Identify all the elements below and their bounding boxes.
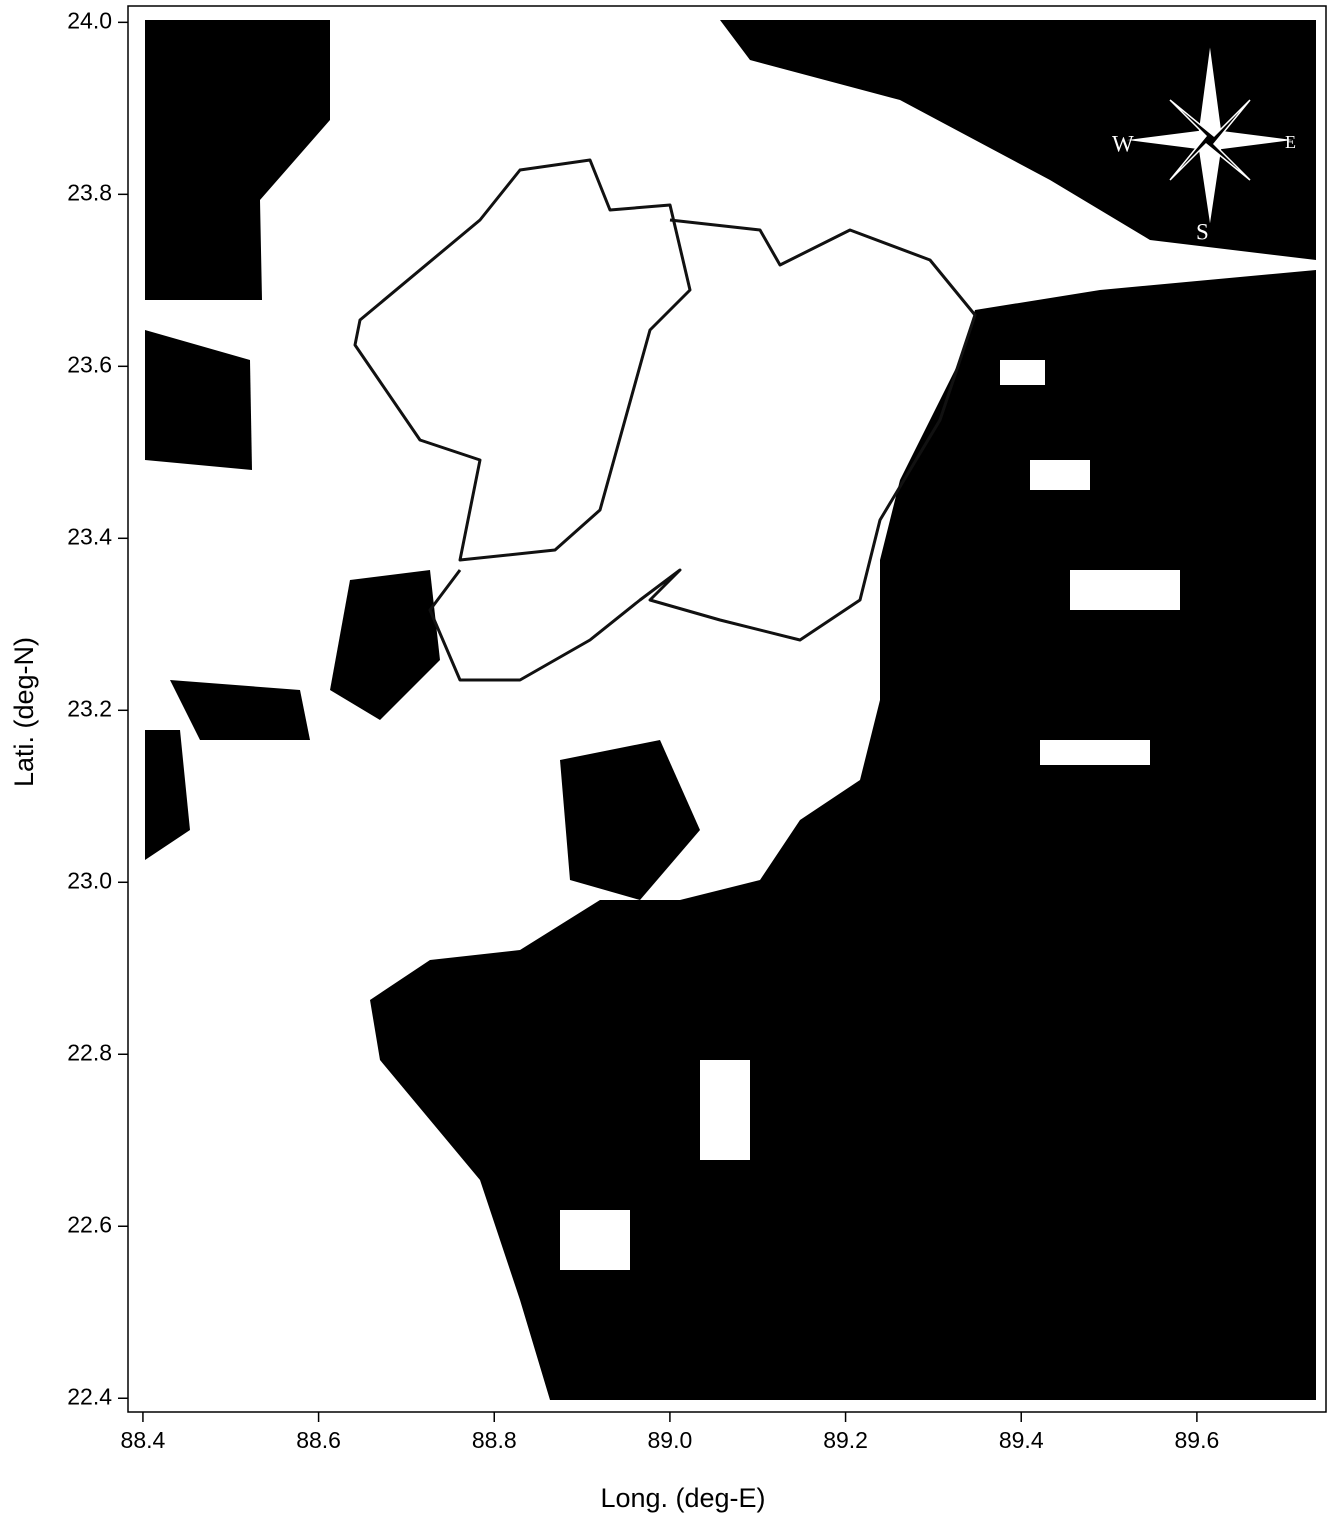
clear-patch <box>1030 460 1090 490</box>
clear-patch <box>1070 570 1180 610</box>
y-axis-label: Lati. (deg-N) <box>9 637 39 787</box>
x-tick-label: 89.0 <box>648 1427 693 1453</box>
y-tick-label: 23.2 <box>67 695 112 721</box>
y-tick-label: 24.0 <box>67 7 112 33</box>
clear-patch <box>700 1060 750 1160</box>
x-tick-label: 89.4 <box>999 1427 1044 1453</box>
compass-label: S <box>1196 219 1209 244</box>
x-tick-label: 89.6 <box>1175 1427 1220 1453</box>
compass-label: E <box>1285 132 1296 152</box>
clear-patch <box>560 1210 630 1270</box>
map-layer: W E S <box>128 6 1326 1412</box>
x-tick-label: 88.4 <box>121 1427 166 1453</box>
x-tick-label: 89.2 <box>823 1427 868 1453</box>
x-axis-label: Long. (deg-E) <box>600 1483 765 1513</box>
y-tick-label: 22.8 <box>67 1039 112 1065</box>
y-tick-label: 23.4 <box>67 523 112 549</box>
y-tick-label: 22.6 <box>67 1211 112 1237</box>
y-tick-label: 23.6 <box>67 351 112 377</box>
x-tick-label: 88.6 <box>296 1427 341 1453</box>
y-tick-label: 23.0 <box>67 867 112 893</box>
y-tick-label: 23.8 <box>67 179 112 205</box>
y-tick-label: 22.4 <box>67 1383 112 1409</box>
clear-patch <box>1040 740 1150 765</box>
clear-patch <box>1000 360 1045 385</box>
chart: W E S Long. (deg-E) Lati. (deg-N) 88.4 88… <box>0 0 1330 1524</box>
x-tick-label: 88.8 <box>472 1427 517 1453</box>
compass-label: W <box>1112 131 1134 156</box>
